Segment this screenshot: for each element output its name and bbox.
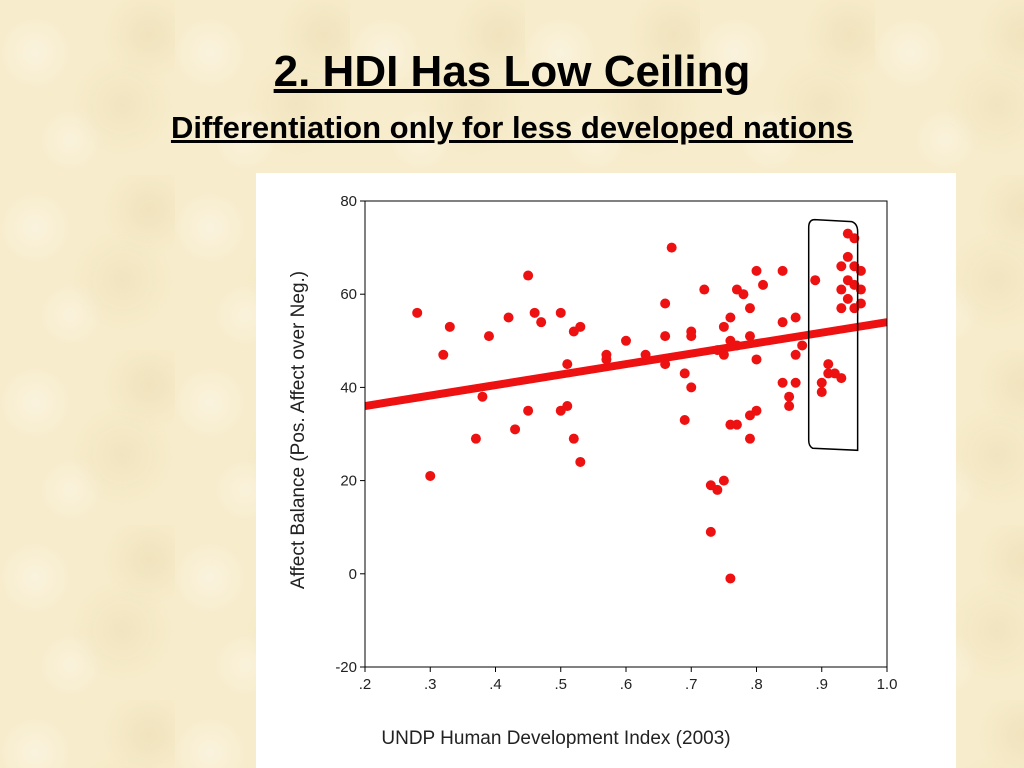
data-point [477, 391, 488, 402]
data-point [758, 279, 769, 290]
x-tick-label: .6 [620, 676, 633, 693]
data-point [699, 284, 710, 295]
data-point [575, 321, 586, 332]
y-tick-label: -20 [335, 659, 357, 676]
data-point [575, 456, 586, 467]
y-tick-label: 40 [340, 379, 357, 396]
data-point [718, 321, 729, 332]
data-point [744, 331, 755, 342]
chart-panel: .2 .3 .4 .5 .6 .7 .8 .9 1.0 -20 0 20 40 60 80 [256, 173, 956, 768]
y-axis-label: Affect Balance (Pos. Affect over Neg.) [288, 270, 309, 590]
data-point [444, 321, 455, 332]
data-point [751, 354, 762, 365]
x-tick-label: .5 [554, 676, 567, 693]
x-tick-label: .4 [489, 676, 502, 693]
data-point [738, 289, 749, 300]
data-point [790, 377, 801, 388]
data-point [712, 484, 723, 495]
x-tick-label: .8 [750, 676, 763, 693]
data-point [503, 312, 514, 323]
x-axis-label: UNDP Human Development Index (2003) [381, 728, 731, 749]
data-point [836, 303, 847, 314]
data-point [816, 377, 827, 388]
data-point [718, 475, 729, 486]
data-point [855, 284, 866, 295]
data-point [470, 433, 481, 444]
slide-subtitle: Differentiation only for less developed … [170, 110, 854, 145]
data-point [836, 261, 847, 272]
data-point [438, 349, 449, 360]
data-point [523, 405, 534, 416]
data-point [705, 526, 716, 537]
data-point [751, 265, 762, 276]
data-point [679, 415, 690, 426]
plot-frame [364, 200, 888, 668]
x-tick-label: .3 [424, 676, 437, 693]
data-point [744, 433, 755, 444]
data-point [510, 424, 521, 435]
data-point [601, 349, 612, 360]
y-tick-label: 80 [340, 193, 357, 210]
data-point [555, 307, 566, 318]
data-point [666, 242, 677, 253]
data-point [816, 387, 827, 398]
data-point [731, 419, 742, 430]
data-point [412, 307, 423, 318]
data-point [523, 270, 534, 281]
data-point [790, 349, 801, 360]
slide-title: 2. HDI Has Low Ceiling [273, 47, 751, 96]
data-point [718, 349, 729, 360]
data-point [777, 265, 788, 276]
y-tick-label: 0 [349, 566, 357, 583]
data-point [686, 331, 697, 342]
data-point [660, 298, 671, 309]
data-point [855, 298, 866, 309]
scatter-chart: .2 .3 .4 .5 .6 .7 .8 .9 1.0 -20 0 20 40 60 80 [335, 193, 898, 693]
data-point [425, 470, 436, 481]
data-point [679, 368, 690, 379]
data-point [725, 312, 736, 323]
y-tick-label: 20 [340, 473, 357, 490]
data-point [842, 251, 853, 262]
data-point [568, 433, 579, 444]
x-tick-label: .7 [685, 676, 698, 693]
data-point [731, 340, 742, 351]
data-point [849, 233, 860, 244]
data-point [797, 340, 808, 351]
data-point [562, 401, 573, 412]
x-tick-label: .2 [359, 676, 372, 693]
x-tick-label: .9 [815, 676, 828, 693]
data-point [640, 349, 651, 360]
data-point [725, 573, 736, 584]
data-point [562, 359, 573, 370]
fit-line [364, 318, 888, 410]
data-point [777, 317, 788, 328]
data-point [836, 284, 847, 295]
highlight-box [807, 218, 859, 452]
data-point [660, 331, 671, 342]
data-point [529, 307, 540, 318]
data-point [536, 317, 547, 328]
data-point [777, 377, 788, 388]
y-tick-label: 60 [340, 286, 357, 303]
data-point [744, 303, 755, 314]
data-point [823, 359, 834, 370]
data-point [784, 401, 795, 412]
data-point [483, 331, 494, 342]
data-point [686, 382, 697, 393]
data-point [784, 391, 795, 402]
data-point [855, 265, 866, 276]
data-point [810, 275, 821, 286]
data-point [751, 405, 762, 416]
data-point [842, 293, 853, 304]
data-point [621, 335, 631, 346]
data-point [660, 359, 671, 370]
x-tick-label: 1.0 [877, 676, 898, 693]
data-point [836, 373, 847, 384]
data-point [790, 312, 801, 323]
